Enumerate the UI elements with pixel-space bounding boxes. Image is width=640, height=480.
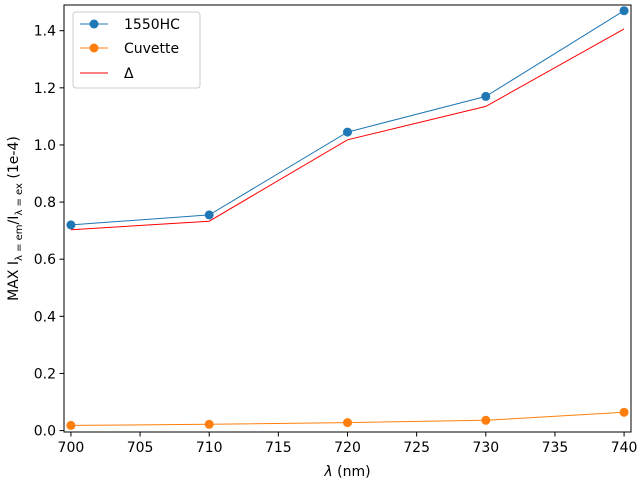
y-tick-label: 0.4 xyxy=(34,309,56,325)
y-tick-label: 1.0 xyxy=(34,138,56,154)
x-tick-label: 705 xyxy=(127,440,154,456)
data-point-cuvette xyxy=(619,407,629,417)
series-line-delta xyxy=(70,28,625,231)
plot-frame xyxy=(63,4,632,433)
y-axis-label-prefix: MAX I xyxy=(6,261,22,301)
x-axis-label-unit: (nm) xyxy=(333,464,371,480)
legend: 1550HC Cuvette Δ xyxy=(72,11,201,89)
x-tick-label: 700 xyxy=(58,440,85,456)
x-tick-label: 740 xyxy=(611,440,638,456)
series-layer xyxy=(66,6,629,430)
x-axis-label: λ (nm) xyxy=(323,464,370,480)
y-tick-label: 0.2 xyxy=(34,366,56,382)
x-tick-label: 715 xyxy=(265,440,292,456)
x-tick-label: 710 xyxy=(196,440,223,456)
y-tick-label: 0.8 xyxy=(34,195,56,211)
legend-marker-1550hc xyxy=(89,19,99,29)
legend-box xyxy=(72,11,201,89)
x-tick-label: 725 xyxy=(403,440,430,456)
y-axis-ticks: 0.0 0.2 0.4 0.6 0.8 1.0 1.2 1.4 xyxy=(34,24,64,440)
legend-label-1550hc: 1550HC xyxy=(124,17,180,33)
data-point-1550hc xyxy=(619,6,629,16)
x-axis-label-symbol: λ xyxy=(323,464,332,480)
y-axis-label-mid: /I xyxy=(6,216,22,225)
legend-marker-cuvette xyxy=(89,43,99,53)
x-axis-ticks: 700 705 710 715 720 725 730 735 740 xyxy=(58,432,638,456)
data-point-cuvette xyxy=(66,420,76,430)
data-point-1550hc xyxy=(204,210,214,220)
y-axis-label-sub1: λ = em xyxy=(14,224,25,261)
data-point-cuvette xyxy=(481,415,491,425)
data-point-cuvette xyxy=(343,418,352,428)
x-tick-label: 730 xyxy=(472,440,499,456)
y-tick-label: 0.0 xyxy=(34,424,56,440)
y-tick-label: 0.6 xyxy=(34,252,56,268)
y-axis-label: MAX Iλ = em/Iλ = ex (1e-4) xyxy=(6,136,25,301)
data-point-1550hc xyxy=(66,220,76,230)
data-point-1550hc xyxy=(343,127,352,137)
y-axis-label-suffix: (1e-4) xyxy=(6,136,22,183)
x-tick-label: 735 xyxy=(542,440,569,456)
legend-label-cuvette: Cuvette xyxy=(124,41,179,57)
y-tick-label: 1.2 xyxy=(34,81,56,97)
data-point-1550hc xyxy=(481,91,491,101)
data-point-cuvette xyxy=(204,419,214,429)
x-tick-label: 720 xyxy=(334,440,361,456)
y-axis-label-sub2: λ = ex xyxy=(14,183,25,216)
legend-label-delta: Δ xyxy=(124,66,134,82)
y-tick-label: 1.4 xyxy=(34,24,56,40)
